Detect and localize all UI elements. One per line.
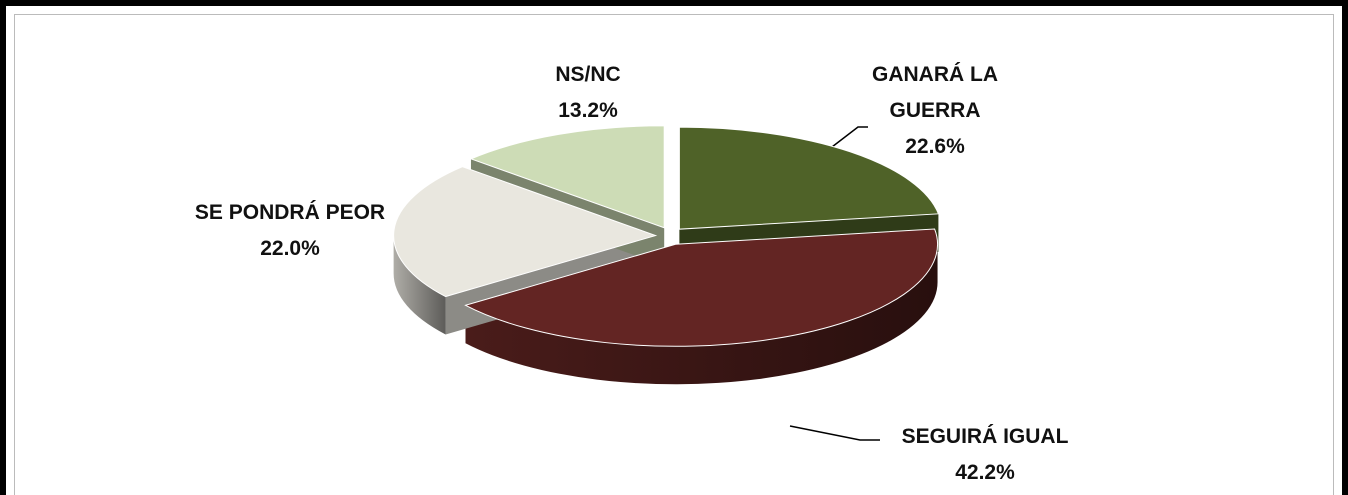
pie-slice — [393, 166, 658, 298]
value-label: 22.6% — [905, 135, 965, 158]
pie-side — [465, 244, 938, 385]
pie-side — [393, 235, 446, 335]
category-label: GANARÁ LA GUERRA — [872, 63, 998, 122]
slice-label: SEGUIRÁ IGUAL 42.2% — [855, 419, 1115, 491]
slice-label: SE PONDRÁ PEOR 22.0% — [160, 195, 420, 267]
pie-slice — [469, 125, 665, 229]
category-label: SEGUIRÁ IGUAL — [901, 425, 1069, 448]
plot-area — [14, 14, 1334, 495]
category-label: NS/NC — [555, 63, 621, 86]
value-label: 42.2% — [955, 461, 1015, 484]
category-label: SE PONDRÁ PEOR — [194, 201, 386, 224]
slice-label: GANARÁ LA GUERRA 22.6% — [860, 57, 1010, 165]
value-label: 13.2% — [558, 99, 618, 122]
pie — [393, 125, 940, 385]
slice-label: NS/NC 13.2% — [508, 57, 668, 129]
pie-slice — [464, 228, 939, 347]
value-label: 22.0% — [260, 237, 320, 260]
leader-line — [789, 425, 880, 441]
pie-slice — [678, 126, 940, 230]
